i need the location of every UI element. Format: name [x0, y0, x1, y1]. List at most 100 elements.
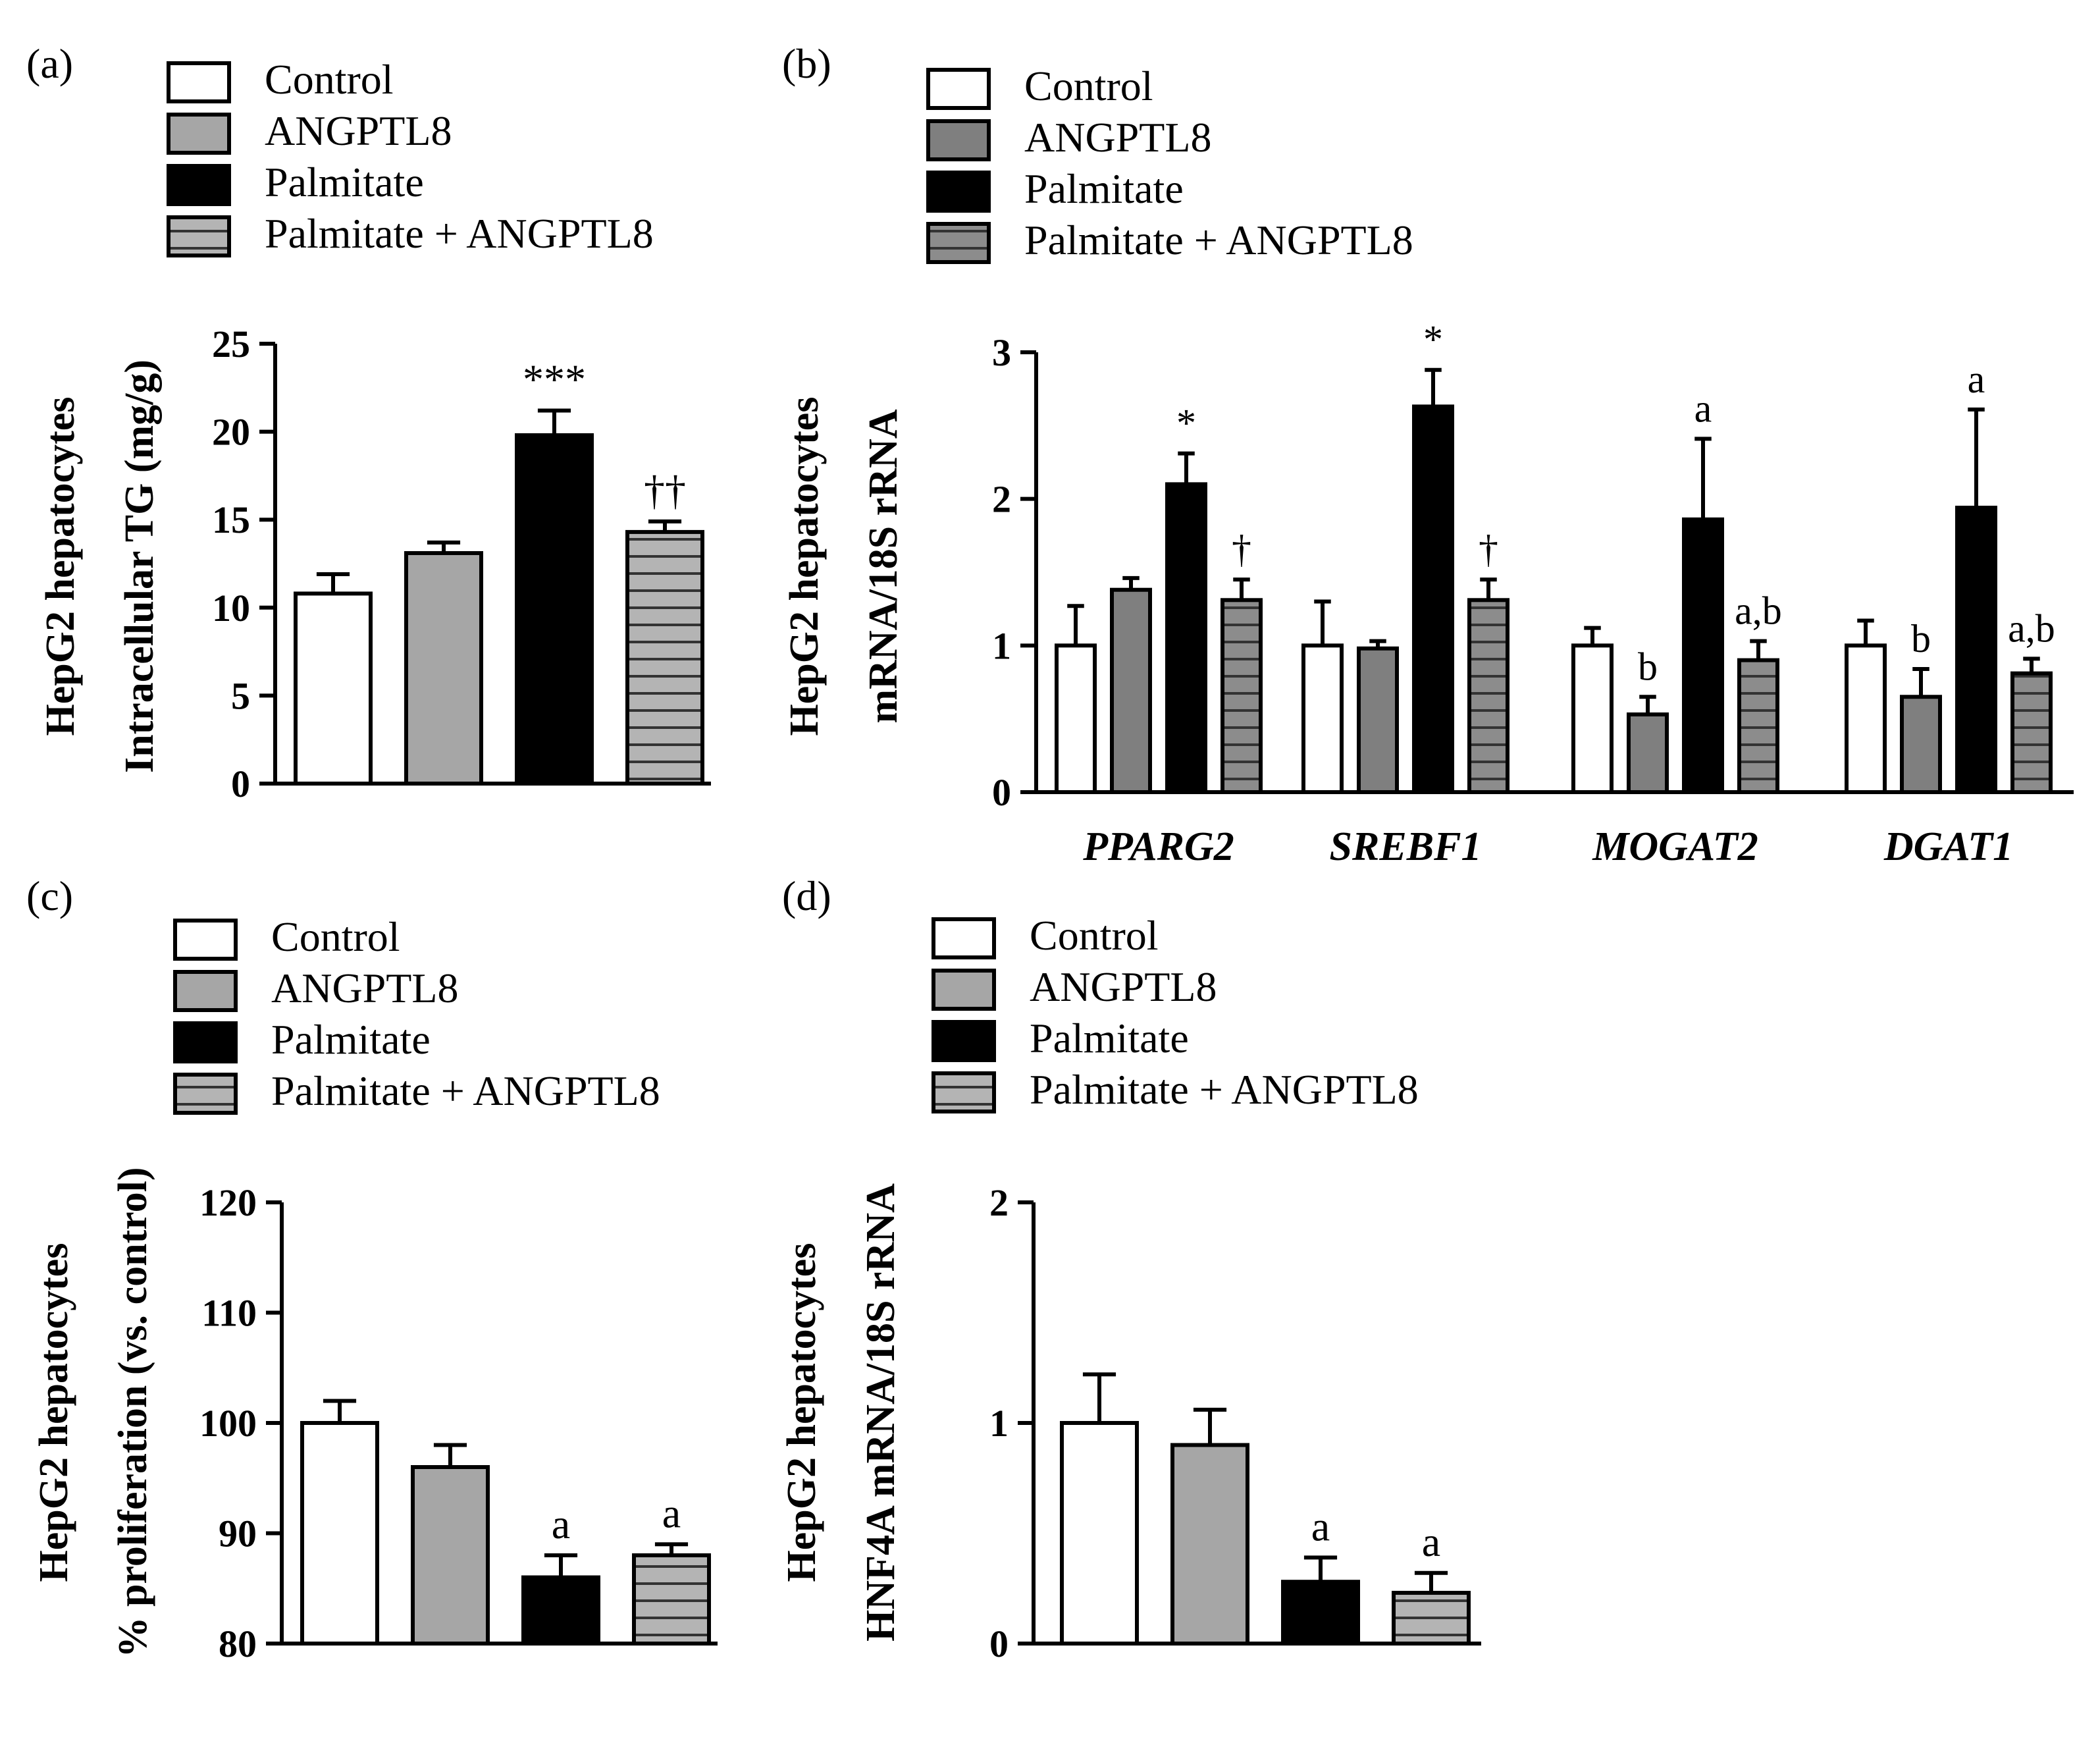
- y-axis-title-b-line2: mRNA/18S rRNA: [861, 409, 906, 723]
- plot-c-bar-2: [521, 1575, 600, 1646]
- plot-b-xtick-label-0: PPARG2: [1082, 824, 1234, 869]
- legend-d-swatch-3: [932, 1071, 996, 1113]
- plot-b-ytick-label-3: 3: [992, 331, 1011, 374]
- y-axis-title-d: HepG2 hepatocytes HNF4A mRNA/18S rRNA: [779, 1183, 903, 1642]
- legend-b-label-2: Palmitate: [1024, 165, 1184, 212]
- plot-b-xtick-label-1: SREBF1: [1330, 824, 1482, 869]
- plot-a-ytick-label-25: 25: [212, 323, 250, 365]
- plot-a-bar-2: [515, 433, 594, 786]
- panel-label-a: (a): [26, 40, 73, 87]
- plot-b-bar-1-1: [1357, 646, 1399, 795]
- legend-c-label-2: Palmitate: [271, 1016, 431, 1063]
- plot-b-bar-3-1: [1900, 695, 1942, 795]
- legend-b-swatch-1: [926, 119, 991, 161]
- y-axis-title-c: HepG2 hepatocytes % proliferation (vs. c…: [32, 1167, 155, 1657]
- legend-d-label-0: Control: [1030, 912, 1159, 959]
- plot-b: 0 1 2 3 * † PPARG2 * † SREBF1 b a a,b MOGAT2 b a a,b DGAT…: [992, 318, 2074, 869]
- plot-d-bar-2: [1281, 1580, 1360, 1646]
- plot-b-bar-3-3-annotation: a,b: [2008, 606, 2055, 650]
- legend-b-label-0: Control: [1024, 63, 1153, 109]
- plot-b-bar-3-0: [1845, 643, 1887, 794]
- plot-c-ytick-label-80: 80: [219, 1622, 257, 1665]
- plot-b-bar-2-0: [1571, 643, 1614, 794]
- legend-c-label-0: Control: [271, 913, 400, 960]
- plot-b-ytick-label-2: 2: [992, 478, 1011, 521]
- plot-d-ytick-label-2: 2: [989, 1181, 1009, 1224]
- legend-d-label-3: Palmitate + ANGPTL8: [1030, 1066, 1419, 1113]
- plot-b-ytick-label-0: 0: [992, 771, 1011, 814]
- plot-a-ytick-label-0: 0: [231, 763, 250, 805]
- panel-label-d: (d): [782, 872, 831, 919]
- legend-c-label-3: Palmitate + ANGPTL8: [271, 1067, 660, 1114]
- plot-c: 80 90 100 110 120 a a: [199, 1181, 718, 1665]
- plot-c-ytick-label-90: 90: [219, 1513, 257, 1555]
- plot-a-bar-3: [625, 529, 704, 786]
- legend-d-swatch-2: [932, 1020, 996, 1062]
- plot-d-bar-3-annotation: a: [1422, 1518, 1440, 1565]
- plot-b-bar-0-0: [1055, 643, 1097, 794]
- legend-a-swatch-2: [167, 164, 231, 206]
- plot-d-bar-1: [1170, 1443, 1249, 1646]
- y-axis-title-a: HepG2 hepatocytes Intracellular TG (mg/g…: [38, 360, 162, 773]
- legend-b-label-3: Palmitate + ANGPTL8: [1024, 217, 1413, 263]
- plot-d-bar-3: [1392, 1590, 1471, 1646]
- plot-a-bar-2-annotation: ***: [523, 356, 586, 403]
- y-axis-title-a-line2: Intracellular TG (mg/g): [117, 360, 162, 773]
- y-axis-title-c-line1: HepG2 hepatocytes: [32, 1243, 76, 1582]
- plot-c-bar-3-annotation: a: [662, 1489, 681, 1536]
- legend-c-swatch-1: [173, 970, 238, 1012]
- plot-d-ytick-label-0: 0: [989, 1622, 1009, 1665]
- legend-a-swatch-1: [167, 113, 231, 155]
- legend-b-swatch-3: [926, 222, 991, 264]
- legend-a-swatch-3: [167, 215, 231, 257]
- legend-a-label-1: ANGPTL8: [265, 107, 452, 154]
- plot-c-ytick-label-110: 110: [201, 1292, 257, 1335]
- legend-d-label-1: ANGPTL8: [1030, 963, 1217, 1010]
- plot-c-bar-1: [411, 1465, 490, 1646]
- plot-b-bar-2-2: [1682, 517, 1724, 795]
- legend-c-label-1: ANGPTL8: [271, 965, 458, 1011]
- plot-b-bar-3-1-annotation: b: [1911, 617, 1931, 660]
- plot-b-bar-1-2: [1412, 404, 1454, 794]
- plot-b-ytick-label-1: 1: [992, 624, 1011, 667]
- plot-a-ytick-label-15: 15: [212, 498, 250, 541]
- plot-b-bar-2-3-annotation: a,b: [1735, 589, 1782, 633]
- plot-b-bar-1-3-annotation: †: [1479, 527, 1498, 571]
- y-axis-title-c-line2: % proliferation (vs. control): [111, 1167, 155, 1657]
- plot-c-bar-2-annotation: a: [552, 1501, 570, 1547]
- plot-b-bar-2-1: [1627, 712, 1669, 795]
- y-axis-title-a-line1: HepG2 hepatocytes: [38, 397, 83, 736]
- legend-c-swatch-0: [173, 919, 238, 961]
- plot-a-bar-1: [404, 550, 483, 786]
- plot-b-bar-0-2: [1165, 482, 1207, 795]
- legend-d-label-2: Palmitate: [1030, 1015, 1189, 1061]
- plot-b-bar-1-3: [1467, 598, 1509, 794]
- plot-b-xtick-label-2: MOGAT2: [1592, 824, 1758, 869]
- plot-d: 0 1 2 a a: [989, 1181, 1481, 1665]
- plot-a-ytick-label-5: 5: [231, 674, 250, 717]
- plot-b-xtick-label-3: DGAT1: [1883, 824, 2013, 869]
- plot-a: 0 5 10 15 20 25 *** ††: [212, 323, 711, 805]
- plot-a-ytick-label-10: 10: [212, 587, 250, 629]
- legend-b-swatch-2: [926, 171, 991, 213]
- plot-c-ytick-label-100: 100: [199, 1402, 257, 1445]
- plot-d-bar-2-annotation: a: [1311, 1503, 1330, 1549]
- plot-c-bar-0: [300, 1421, 379, 1646]
- legend-a-label-3: Palmitate + ANGPTL8: [265, 210, 654, 257]
- plot-b-bar-0-3: [1221, 598, 1263, 794]
- plot-b-bar-3-2: [1955, 506, 1997, 794]
- plot-b-bar-2-3: [1737, 658, 1779, 794]
- legend-b-label-1: ANGPTL8: [1024, 114, 1211, 161]
- plot-b-bar-2-2-annotation: a: [1694, 387, 1712, 430]
- y-axis-title-d-line2: HNF4A mRNA/18S rRNA: [858, 1183, 903, 1642]
- y-axis-title-d-line1: HepG2 hepatocytes: [779, 1243, 824, 1582]
- legend-d-swatch-1: [932, 969, 996, 1011]
- legend-b-swatch-0: [926, 68, 991, 110]
- legend-c-swatch-2: [173, 1021, 238, 1063]
- plot-b-bar-3-2-annotation: a: [1968, 358, 1985, 401]
- plot-a-bar-0: [294, 591, 373, 786]
